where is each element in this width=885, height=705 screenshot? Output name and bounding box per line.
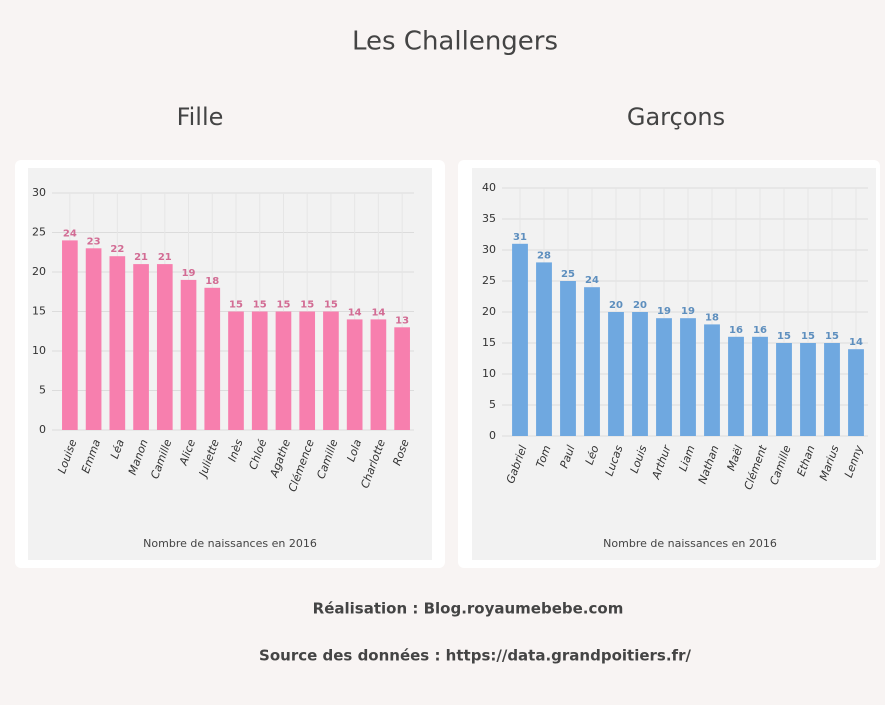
bar [275,311,292,430]
y-tick-label: 20 [482,305,496,318]
bar [752,336,768,436]
y-tick-label: 25 [32,226,46,239]
bar [704,324,720,436]
value-label: 16 [729,325,743,336]
value-label: 16 [753,325,767,336]
value-label: 18 [705,312,719,323]
value-label: 21 [134,252,148,263]
value-label: 14 [849,337,863,348]
value-label: 28 [537,250,551,261]
bar [346,319,363,430]
value-label: 24 [63,228,77,239]
value-label: 19 [182,268,196,279]
value-label: 15 [229,300,243,311]
bar [512,243,528,436]
y-tick-label: 20 [32,265,46,278]
bar [62,240,78,430]
value-label: 13 [395,315,409,326]
value-label: 15 [324,300,338,311]
value-label: 20 [633,300,647,311]
bar [536,262,552,436]
bar [680,318,696,436]
bar [299,311,316,430]
bar [632,312,648,436]
bar [394,327,410,430]
value-label: 15 [253,300,267,311]
bar [800,343,816,436]
value-label: 15 [777,331,791,342]
footer: Source des données : https://data.grandp… [259,647,691,665]
bar [180,279,197,430]
bar [251,311,268,430]
bar [560,281,576,436]
bar [323,311,339,430]
value-label: 19 [657,306,671,317]
bar [370,319,387,430]
value-label: 23 [87,236,101,247]
bar [728,336,744,436]
y-tick-label: 5 [39,384,46,397]
y-tick-label: 30 [32,186,46,199]
y-tick-label: 0 [489,429,496,442]
bar [656,318,672,436]
bar [584,287,600,436]
y-tick-label: 40 [482,181,496,194]
footer: Réalisation : Blog.royaumebebe.com [313,600,624,618]
y-tick-label: 35 [482,212,496,225]
x-tick-label: Léa [108,437,127,460]
value-label: 22 [110,244,124,255]
x-tick-label: Léo [583,443,602,466]
y-tick-label: 10 [482,367,496,380]
chart-title: Fille [177,103,224,131]
y-tick-label: 5 [489,398,496,411]
bar [156,264,173,430]
bar [848,349,864,436]
value-label: 15 [801,331,815,342]
bar [133,264,149,430]
value-label: 21 [158,252,172,263]
y-tick-label: 15 [32,305,46,318]
bar [608,312,624,436]
value-label: 25 [561,269,575,280]
x-axis-label: Nombre de naissances en 2016 [143,537,317,550]
y-tick-label: 10 [32,344,46,357]
y-tick-label: 15 [482,336,496,349]
bar [85,248,102,430]
bar [824,343,840,436]
value-label: 15 [825,331,839,342]
bar [776,343,792,436]
value-label: 15 [277,300,291,311]
y-tick-label: 25 [482,274,496,287]
value-label: 18 [205,276,219,287]
value-label: 24 [585,275,599,286]
bar [228,311,244,430]
bar [204,287,221,430]
value-label: 14 [348,307,362,318]
bar [109,256,126,430]
page-title: Les Challengers [352,27,558,57]
value-label: 31 [513,232,527,243]
y-tick-label: 30 [482,243,496,256]
value-label: 15 [300,300,314,311]
chart-title: Garçons [627,103,725,131]
value-label: 19 [681,306,695,317]
x-axis-label: Nombre de naissances en 2016 [603,537,777,550]
y-tick-label: 0 [39,423,46,436]
value-label: 14 [371,307,385,318]
value-label: 20 [609,300,623,311]
